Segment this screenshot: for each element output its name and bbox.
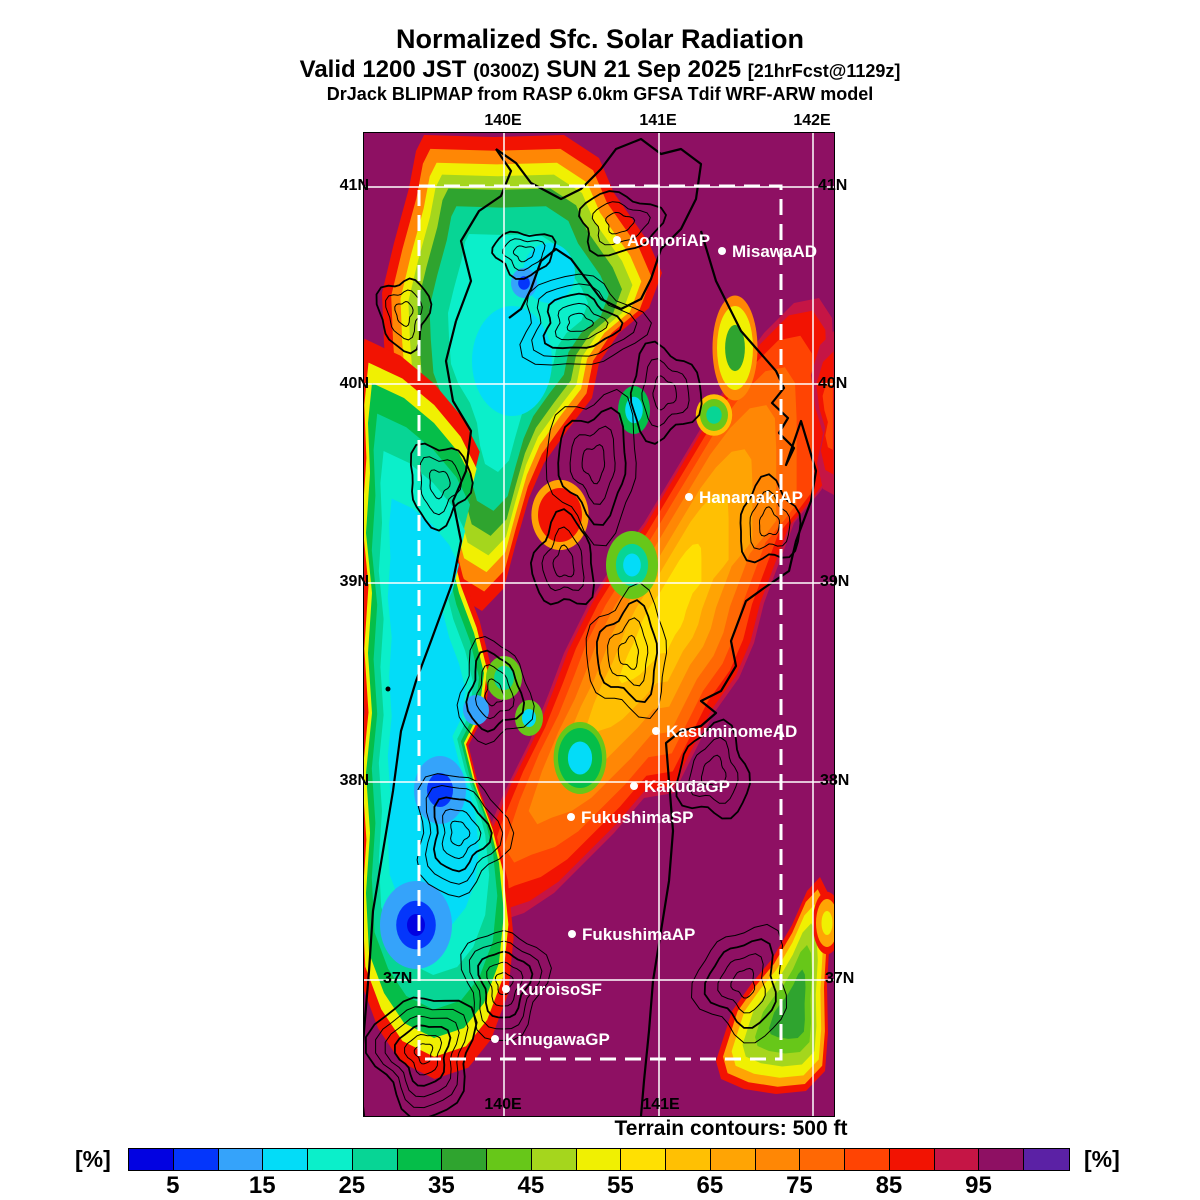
colorbar-segment-0-5 [129,1149,174,1170]
colorbar-segment-55-60 [621,1149,666,1170]
station-dot [502,985,510,993]
valid-time-line: Valid 1200 JST (0300Z) SUN 21 Sep 2025 [… [300,56,901,84]
station-label: KasuminomeAD [666,722,797,741]
station-label: HanamakiAP [699,488,803,507]
colorbar-tick-5: 5 [166,1172,180,1199]
lon-label-bottom-140E: 140E [484,1096,522,1113]
colorbar-segment-45-50 [531,1149,577,1170]
colorbar-segment-90-95 [934,1149,980,1170]
colorbar-tick-75: 75 [786,1172,813,1199]
colorbar-tick-35: 35 [427,1172,455,1199]
colorbar [128,1148,1070,1171]
colorbar-segment-95-100 [979,1149,1024,1170]
station-dot [567,813,575,821]
station-label: KinugawaGP [505,1030,610,1049]
colorbar-tick-15: 15 [248,1172,276,1199]
station-label: KakudaGP [644,777,730,796]
colorbar-segment-10-15 [218,1149,264,1170]
colorbar-tick-85: 85 [875,1172,903,1199]
colorbar-segment-75-80 [800,1149,845,1170]
solar-radiation-contour-map: AomoriAP MisawaAD HanamakiAP KasuminomeAD Ka… [364,133,834,1116]
lat-label-left-39N: 39N [339,573,369,590]
station-dot [568,930,576,938]
colorbar-segment-100-105 [1024,1149,1069,1170]
terrain-contour-note: Terrain contours: 500 ft [614,1117,848,1140]
colorbar-segment-5-10 [173,1149,219,1170]
colorbar-segment-25-30 [352,1149,398,1170]
station-label: AomoriAP [627,231,710,250]
colorbar-segment-65-70 [710,1149,756,1170]
colorbar-tick-55: 55 [607,1172,634,1199]
lon-label-top-142E: 142E [793,112,831,129]
station-dot [630,782,638,790]
forecast-tag: [21hrFcst@1129z] [747,61,901,81]
valid-utc: (0300Z) [473,61,540,82]
colorbar-segment-20-25 [308,1149,353,1170]
station-hanamakiap: HanamakiAP [685,488,803,507]
unit-label-left: [%] [75,1146,111,1172]
colorbar-tick-95: 95 [965,1172,992,1199]
lon-label-top-141E: 141E [639,112,677,129]
lat-label-left-41N: 41N [339,177,369,194]
colorbar-segment-85-90 [889,1149,935,1170]
model-line: DrJack BLIPMAP from RASP 6.0km GFSA Tdif… [326,84,874,104]
unit-label-right: [%] [1084,1146,1120,1172]
valid-date: SUN 21 Sep 2025 [546,56,742,83]
colorbar-segment-40-45 [487,1149,532,1170]
lat-label-right-38N: 38N [820,772,850,789]
station-kasuminomead: KasuminomeAD [652,722,797,741]
station-label: MisawaAD [732,242,817,261]
lon-label-bottom-141E: 141E [642,1096,680,1113]
station-aomoriap: AomoriAP [613,231,710,250]
station-dot [491,1035,499,1043]
colorbar-tick-25: 25 [338,1172,366,1199]
colorbar-tick-45: 45 [517,1172,545,1199]
station-misawaad: MisawaAD [718,242,817,261]
lat-label-left-37N: 37N [383,970,413,987]
colorbar-segment-70-75 [755,1149,801,1170]
station-fukushimaap: FukushimaAP [568,925,695,944]
lon-label-top-140E: 140E [484,112,522,129]
map-canvas[interactable]: AomoriAP MisawaAD HanamakiAP KasuminomeAD Ka… [363,132,835,1117]
station-label: FukushimaSP [581,808,693,827]
station-dot [718,247,726,255]
station-kuroisosf: KuroisoSF [502,980,602,999]
valid-prefix: Valid 1200 JST [299,56,467,83]
station-kinugawagp: KinugawaGP [491,1030,610,1049]
colorbar-segment-60-65 [666,1149,711,1170]
page-title: Normalized Sfc. Solar Radiation [395,24,805,54]
station-dot [685,493,693,501]
colorbar-segment-80-85 [845,1149,890,1170]
station-dot [652,727,660,735]
lat-label-left-40N: 40N [339,375,369,392]
colorbar-segment-30-35 [397,1149,443,1170]
lat-label-right-41N: 41N [818,177,848,194]
station-label: KuroisoSF [516,980,602,999]
lat-label-right-40N: 40N [818,375,848,392]
lat-label-right-37N: 37N [825,970,855,987]
lat-label-left-38N: 38N [339,772,369,789]
station-fukushimasp: FukushimaSP [567,808,693,827]
station-label: FukushimaAP [582,925,695,944]
colorbar-tick-65: 65 [696,1172,724,1199]
colorbar-segment-35-40 [442,1149,487,1170]
station-kakudagp: KakudaGP [630,777,730,796]
station-dot [613,236,621,244]
colorbar-segment-15-20 [263,1149,308,1170]
colorbar-segment-50-55 [576,1149,622,1170]
lat-label-right-39N: 39N [820,573,850,590]
